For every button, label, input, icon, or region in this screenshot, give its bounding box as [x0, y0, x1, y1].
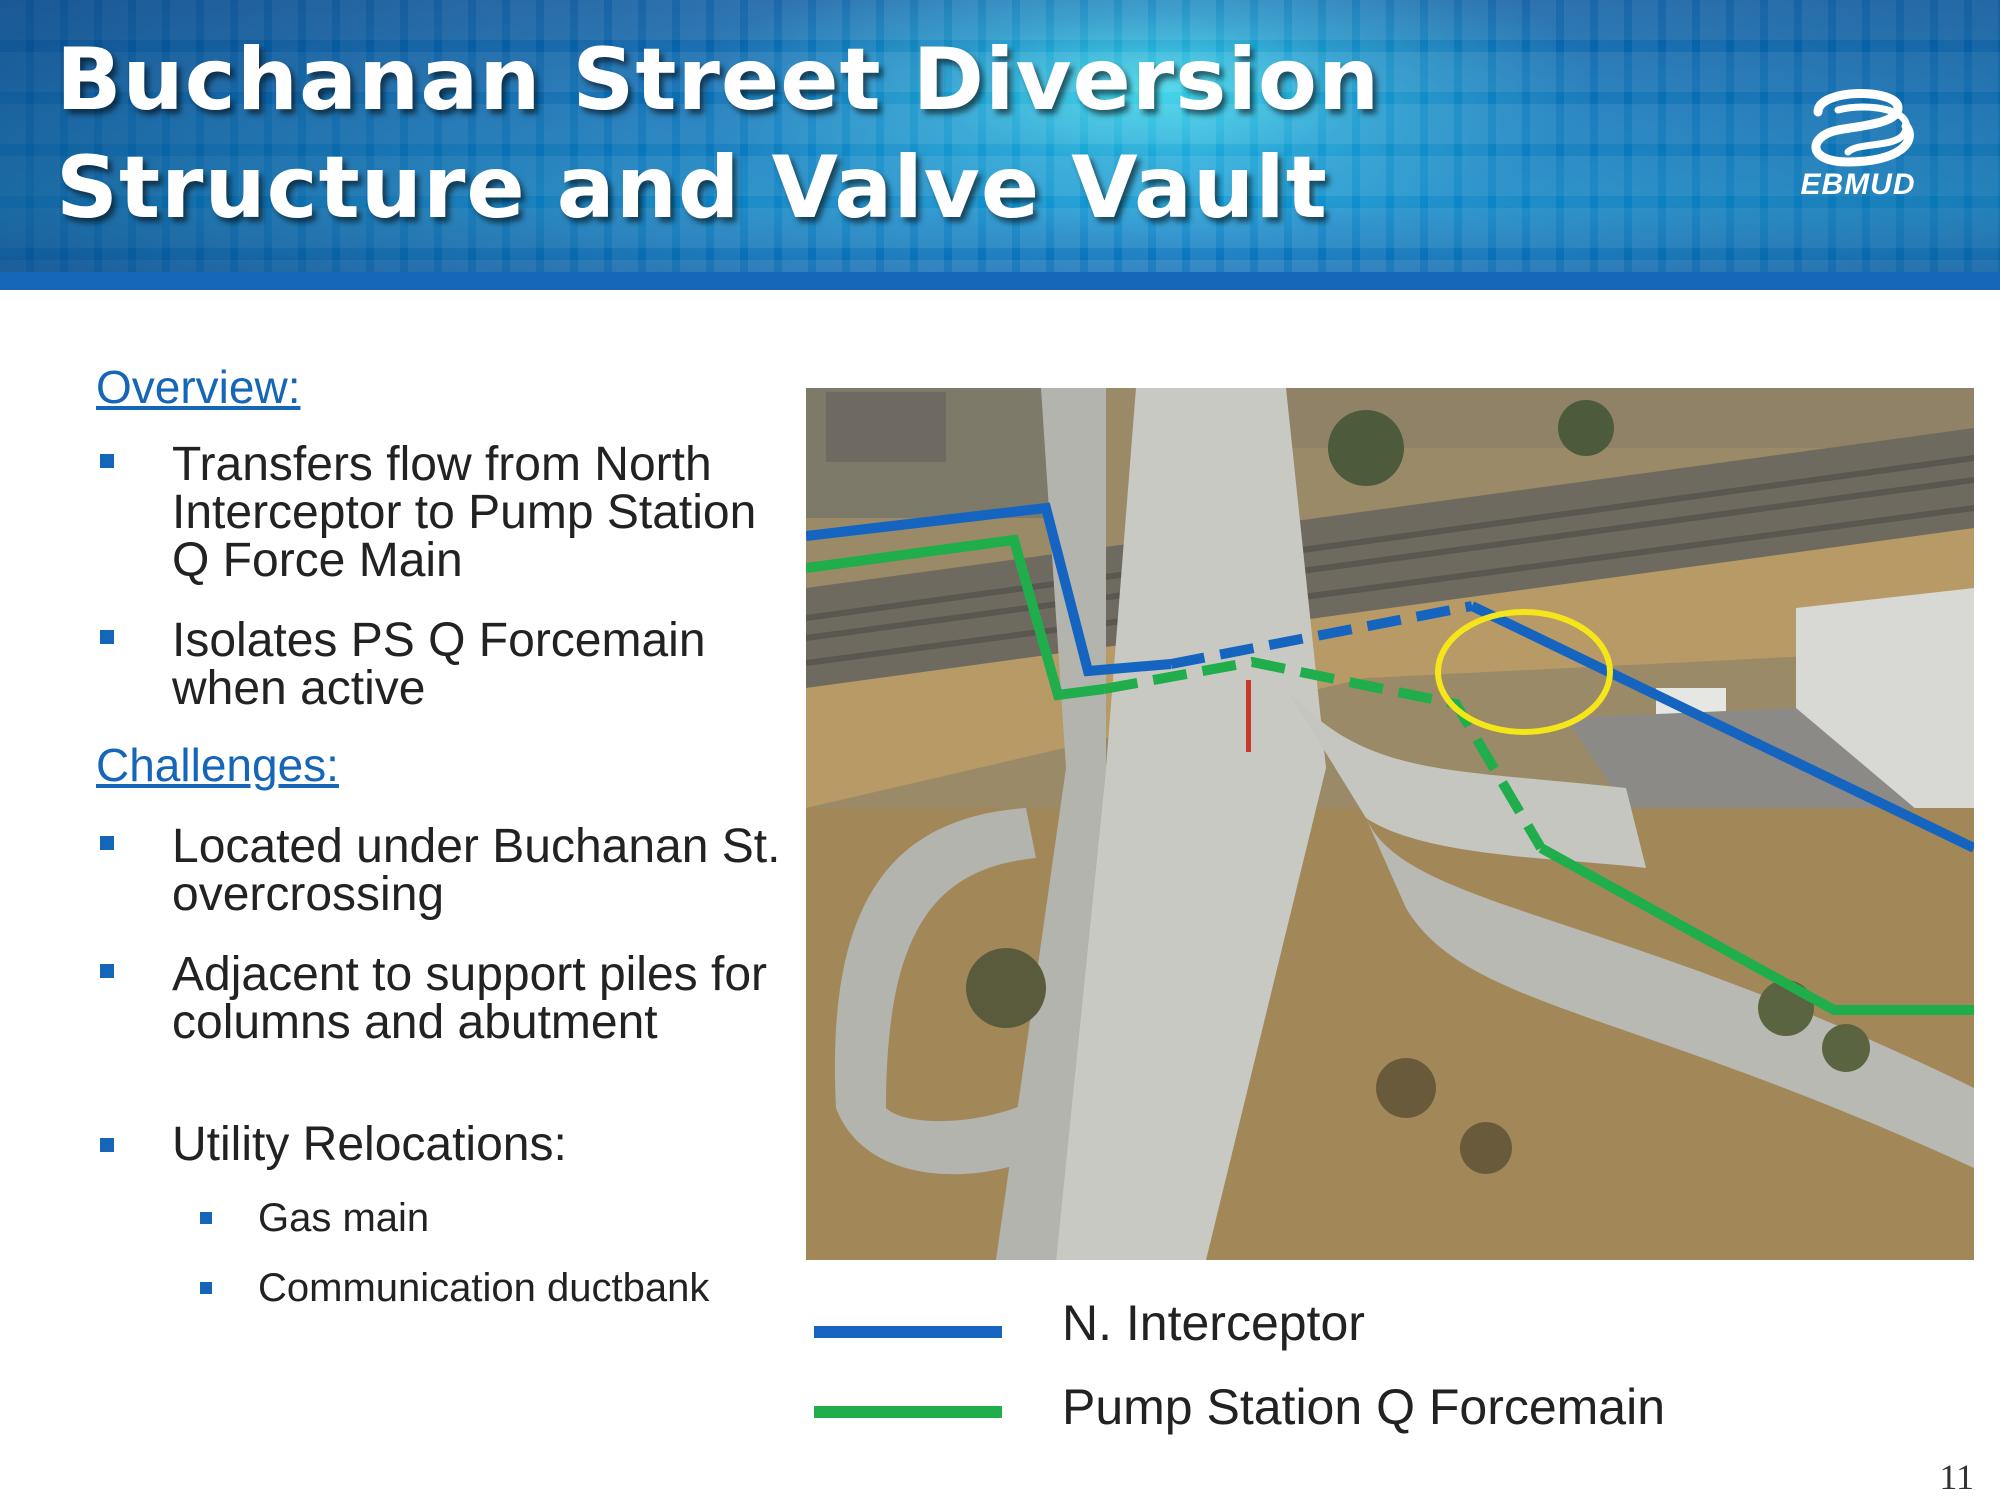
interceptor-line [806, 502, 1172, 677]
bullet-marker [100, 454, 114, 468]
map-rail [806, 455, 1974, 621]
map-loop-ramp-2 [836, 1088, 1056, 1175]
map-ramp [1286, 688, 1646, 868]
map-tree [1376, 1058, 1436, 1118]
map-pier [1246, 680, 1251, 752]
interceptor-line-dashed [1170, 601, 1473, 669]
slide-title: Buchanan Street Diversion Structure and … [56, 26, 1380, 242]
header-shade [0, 0, 2000, 272]
map-tree [966, 948, 1046, 1028]
challenges-item-1: Located under Buchanan St. overcrossing [172, 820, 781, 921]
sub-bullet-marker [200, 1282, 212, 1294]
map-overpass [1056, 388, 1326, 1260]
forcemain-line [806, 534, 1105, 701]
overview-item-1: Transfers flow from North Interceptor to… [172, 438, 757, 587]
header-divider [0, 272, 2000, 290]
legend-label-interceptor: N. Interceptor [1062, 1295, 1365, 1351]
legend-label-forcemain: Pump Station Q Forcemain [1062, 1379, 1666, 1435]
legend-swatch-interceptor [814, 1326, 1002, 1338]
map-tree [1460, 1122, 1512, 1174]
challenges-item-3: Utility Relocations: [172, 1118, 567, 1171]
interceptor-line-right [1469, 601, 1974, 853]
bullet-marker [100, 1138, 114, 1152]
forcemain-line-right [1538, 843, 1974, 1015]
highlight-circle [1435, 609, 1613, 735]
map-road-right [1366, 818, 1974, 1168]
page-number: 11 [1939, 1457, 1974, 1497]
header-banner [0, 0, 2000, 272]
bullet-marker [100, 964, 114, 978]
map-ramp-left [996, 388, 1106, 1260]
map-tree [1822, 1024, 1870, 1072]
overview-item-2: Isolates PS Q Forcemain when active [172, 614, 706, 715]
title-line-2: Structure and Valve Vault [56, 138, 1328, 238]
challenges-subitem-2: Communication ductbank [258, 1266, 710, 1310]
bullet-marker [100, 836, 114, 850]
title-line-1: Buchanan Street Diversion [56, 30, 1381, 130]
map-loop-ramp [834, 808, 1036, 1108]
logo-text: EBMUD [1800, 168, 1916, 201]
map-roof [826, 392, 946, 462]
challenges-heading: Challenges: [96, 739, 339, 791]
bullet-marker [100, 630, 114, 644]
legend-swatch-forcemain [814, 1406, 1002, 1418]
ebmud-logo-icon [1811, 89, 1914, 167]
overview-heading: Overview: [96, 361, 301, 413]
forcemain-line-dashed [1103, 656, 1546, 851]
challenges-item-2: Adjacent to support piles for columns an… [172, 948, 768, 1049]
challenges-subitem-1: Gas main [258, 1196, 430, 1240]
map-tree [1558, 400, 1614, 456]
aerial-map [806, 388, 1974, 1260]
map-rail [806, 505, 1974, 666]
sub-bullet-marker [200, 1212, 212, 1224]
map-tree [1328, 410, 1404, 486]
map-rail [806, 477, 1974, 641]
